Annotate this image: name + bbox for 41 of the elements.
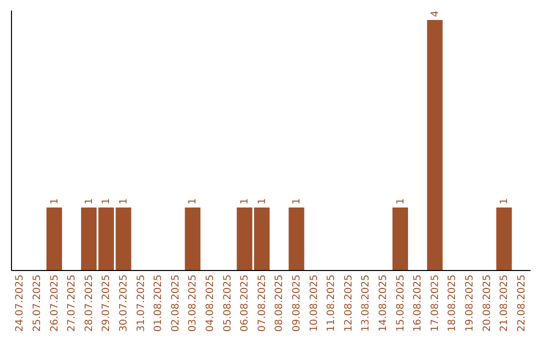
- x-tick-label: 31.07.2025: [136, 274, 147, 332]
- x-tick-label: 13.08.2025: [360, 274, 372, 332]
- data-label: 1: [499, 198, 510, 204]
- x-tick-label: 30.07.2025: [118, 274, 130, 332]
- data-label: 1: [395, 198, 406, 204]
- data-label: 1: [291, 198, 302, 204]
- x-tick-label: 25.07.2025: [32, 274, 43, 332]
- x-tick-label: 15.08.2025: [395, 274, 406, 332]
- data-label: 1: [188, 198, 199, 204]
- x-tick-label: 09.08.2025: [291, 274, 302, 332]
- x-tick-label: 18.08.2025: [447, 274, 458, 332]
- data-label: 4: [430, 10, 441, 17]
- x-tick-label: 12.08.2025: [343, 274, 354, 332]
- x-tick-label: 02.08.2025: [170, 274, 182, 332]
- x-tick-label: 17.08.2025: [430, 274, 441, 332]
- x-tick-label: 16.08.2025: [412, 274, 424, 332]
- x-tick-label: 24.07.2025: [14, 274, 26, 332]
- data-label: 1: [240, 198, 251, 204]
- x-tick-label: 03.08.2025: [188, 274, 199, 332]
- x-tick-label: 01.08.2025: [153, 274, 164, 332]
- x-tick-label: 21.08.2025: [499, 274, 510, 332]
- x-tick-label: 10.08.2025: [308, 274, 320, 332]
- x-tick-label: 28.07.2025: [84, 274, 95, 332]
- x-tick-label: 26.07.2025: [49, 274, 60, 332]
- x-tick-label: 19.08.2025: [464, 274, 476, 332]
- x-tick-label: 04.08.2025: [204, 274, 216, 332]
- x-tick-label: 20.08.2025: [482, 274, 493, 332]
- x-tick-label: 29.07.2025: [101, 274, 112, 332]
- x-tick-label: 08.08.2025: [274, 274, 286, 332]
- data-label: 1: [49, 198, 60, 204]
- data-label: 1: [101, 198, 112, 204]
- x-tick-label: 07.08.2025: [256, 274, 268, 332]
- data-label: 1: [256, 198, 268, 204]
- data-label: 1: [84, 198, 95, 204]
- x-tick-label: 27.07.2025: [66, 274, 78, 332]
- x-tick-label: 14.08.2025: [378, 274, 389, 332]
- x-tick-label: 11.08.2025: [326, 274, 338, 332]
- data-label: 1: [118, 198, 130, 204]
- x-tick-label: 22.08.2025: [516, 274, 528, 332]
- x-tick-label: 05.08.2025: [222, 274, 234, 332]
- x-tick-label: 06.08.2025: [240, 274, 251, 332]
